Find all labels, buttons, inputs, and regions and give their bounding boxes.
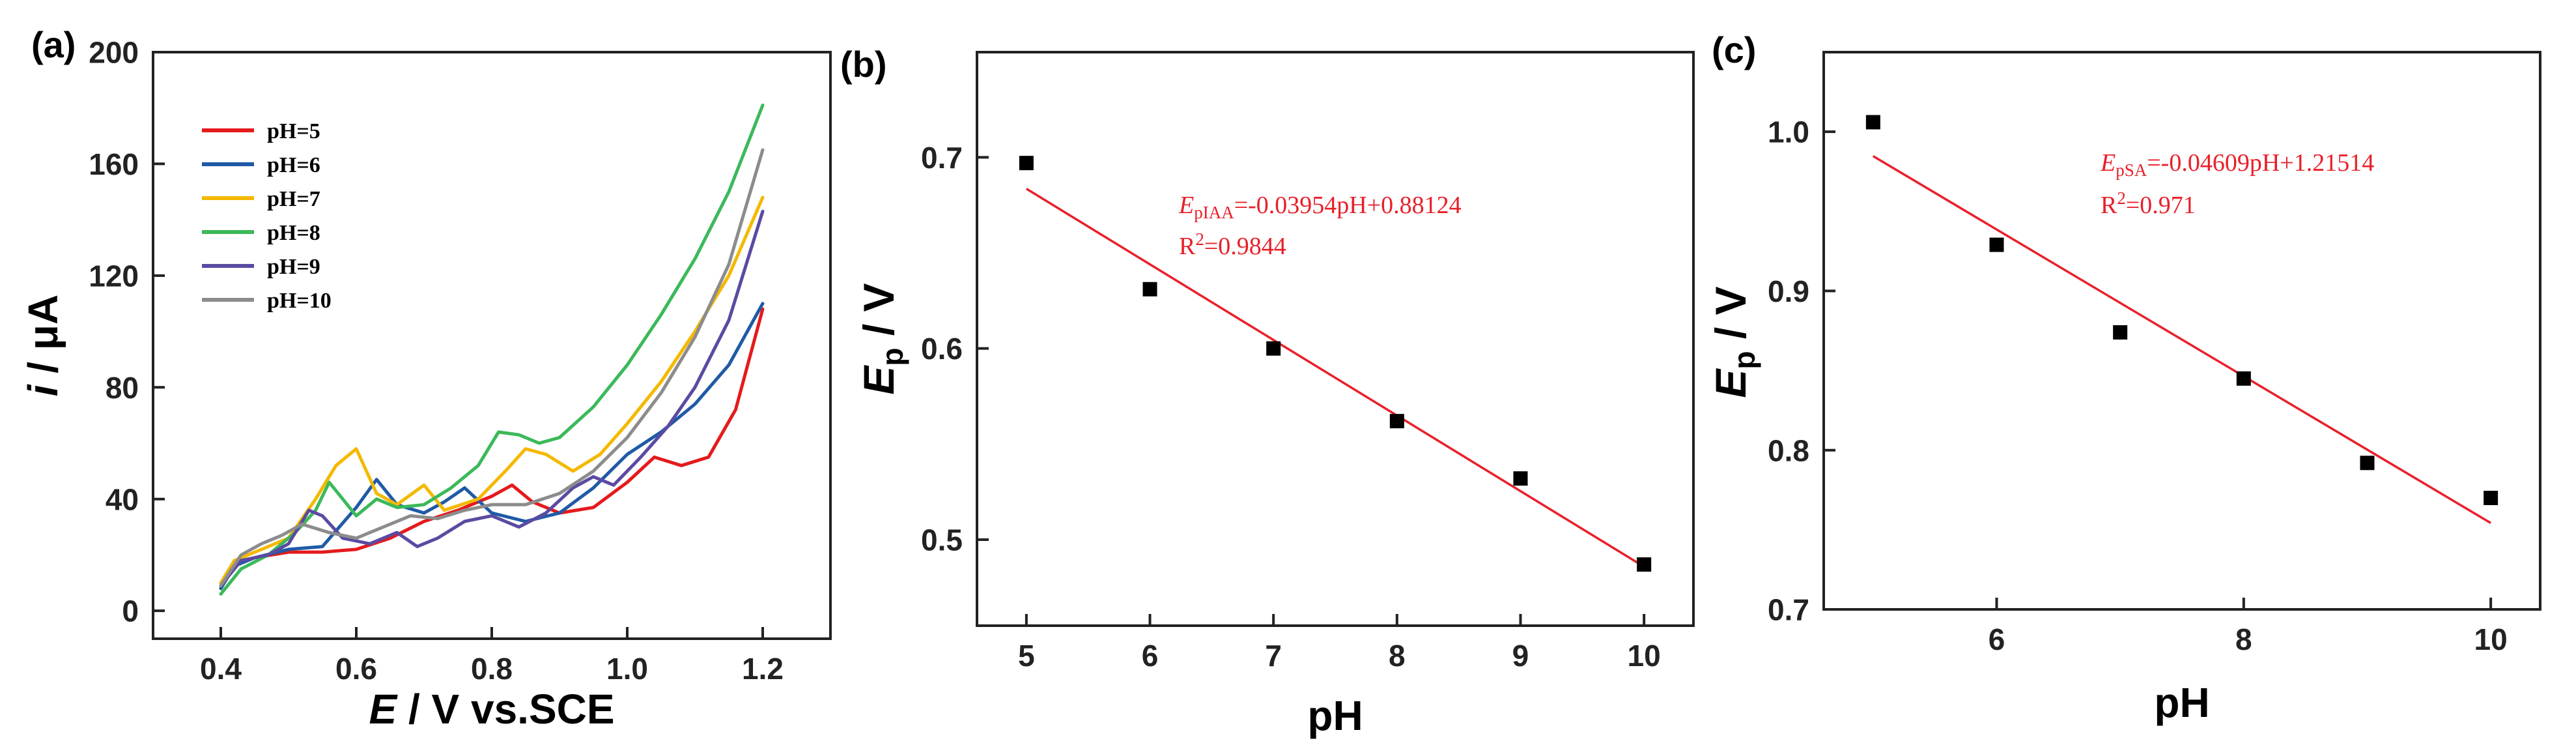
x-tick-label-b: 9 [1512,639,1529,673]
x-tick-label-a: 0.8 [471,652,513,686]
panel-label-a: (a) [31,24,76,65]
legend-label-pH=9: pH=9 [267,255,320,279]
x-tick-label-a: 1.0 [606,652,648,686]
x-tick-label-a: 1.2 [742,652,784,686]
y-axis-title-a: i / μA [20,295,66,397]
data-point-b [1142,282,1157,297]
panel-b: (b) 5 6 7 8 9 10 0.5 0.6 0.7 EpIAA=-0.03954pH+0.… [840,44,1695,739]
y-tick-label-b: 0.6 [921,332,963,366]
data-point-c [2236,371,2251,386]
y-tick-label-a: 160 [89,147,139,181]
axis-ticks-c: 6 8 10 0.7 0.8 0.9 1.0 [1768,115,2508,656]
panel-label-b: (b) [840,44,887,85]
data-point-b [1513,471,1528,486]
data-point-b [1019,156,1034,171]
legend-label-pH=6: pH=6 [267,153,320,177]
y-axis-title-b: Ep / V [855,283,909,394]
data-point-c [2360,456,2375,471]
y-tick-label-a: 40 [106,482,139,516]
equation-b: EpIAA=-0.03954pH+0.88124 [1178,192,1462,222]
y-tick-label-b: 0.5 [921,523,963,557]
x-axis-title-c: pH [2154,679,2209,726]
legend-label-pH=10: pH=10 [267,289,332,313]
legend-a: pH=5 pH=6 pH=7 pH=8 pH=9 pH=10 [202,119,332,313]
fit-line-b [1025,188,1645,568]
y-tick-label-c: 1.0 [1768,115,1809,149]
x-tick-label-a: 0.6 [335,652,377,686]
points-group-b [1019,156,1652,572]
plot-frame-b [976,51,1695,627]
y-tick-label-a: 200 [89,36,139,70]
series-line-pH=6 [219,302,765,590]
r-squared-c: R2=0.971 [2101,188,2196,219]
x-tick-label-b: 6 [1142,639,1159,673]
y-tick-label-a: 120 [89,259,139,293]
axis-ticks-a: 0.4 0.6 0.8 1.0 1.2 0 40 80 120 160 200 [89,36,784,686]
plot-frame-c [1822,51,2541,611]
x-axis-title-a: E / V vs.SCE [369,686,614,733]
series-line-pH=9 [219,209,765,588]
x-axis-title-b: pH [1307,692,1363,739]
panel-label-c: (c) [1712,29,1756,70]
data-point-c [2113,325,2128,340]
fit-line-c [1872,155,2492,525]
data-point-c [1865,115,1880,130]
y-tick-label-c: 0.8 [1768,433,1809,467]
x-tick-label-c: 8 [2235,622,2252,656]
y-tick-label-c: 0.7 [1768,593,1809,627]
series-line-pH=5 [219,307,765,590]
x-tick-label-b: 8 [1389,639,1406,673]
panel-c: (c) 6 8 10 0.7 0.8 0.9 1.0 EpSA=-0.04609pH+1.2… [1706,29,2541,726]
axis-ticks-b: 5 6 7 8 9 10 0.5 0.6 0.7 [921,141,1661,673]
x-tick-label-a: 0.4 [200,652,242,686]
data-point-b [1266,341,1281,356]
r-squared-b: R2=0.9844 [1179,229,1286,260]
series-line-pH=8 [219,103,765,596]
data-point-b [1389,414,1404,429]
x-tick-label-b: 10 [1628,639,1661,673]
series-group-a [219,103,765,596]
legend-label-pH=5: pH=5 [267,119,320,143]
y-tick-label-a: 0 [122,594,139,628]
y-tick-label-b: 0.7 [921,141,963,175]
points-group-c [1865,115,2498,505]
equation-c: EpSA=-0.04609pH+1.21514 [2100,149,2374,180]
data-point-b [1637,557,1652,572]
x-tick-label-c: 6 [1989,622,2005,656]
y-axis-title-c: Ep / V [1706,286,1761,398]
legend-label-pH=8: pH=8 [267,221,320,245]
y-tick-label-a: 80 [106,371,139,405]
x-tick-label-c: 10 [2474,622,2508,656]
data-point-c [2484,491,2498,505]
x-tick-label-b: 7 [1265,639,1282,673]
data-point-c [1989,237,2004,252]
y-tick-label-c: 0.9 [1768,274,1809,308]
legend-label-pH=7: pH=7 [267,187,320,211]
series-line-pH=10 [219,148,765,588]
x-tick-label-b: 5 [1018,639,1035,673]
